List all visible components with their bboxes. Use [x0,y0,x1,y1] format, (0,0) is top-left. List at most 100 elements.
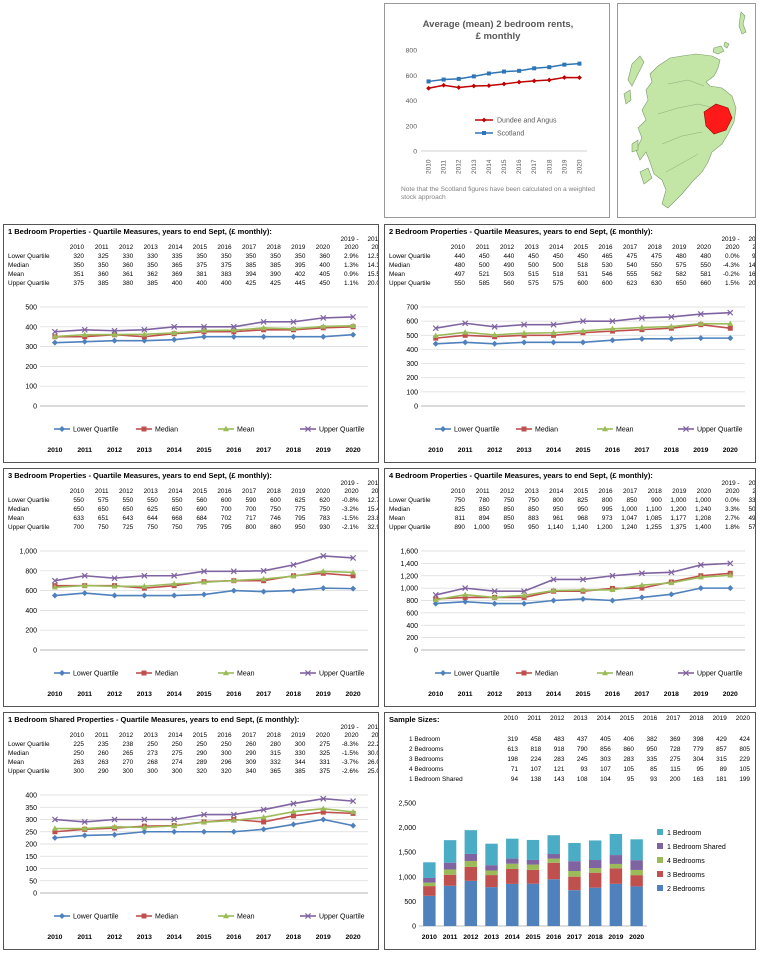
x-tick-label: 2010 [428,447,443,454]
table-cell: 402 [294,271,306,278]
table-cell: 400 [220,280,232,287]
table-cell: 550 [73,497,84,504]
y-tick-label: 600 [406,610,418,617]
data-point [290,821,297,828]
x-tick-label: 2011 [77,691,92,698]
data-point [432,325,439,332]
chg1-header-top: 2019 - [340,480,359,487]
year-header: 2017 [666,715,681,722]
y-tick-label: 300 [406,361,418,368]
table-cell: 250 [73,750,84,757]
x-tick-label: 2014 [167,447,182,454]
data-point [141,334,147,340]
data-point [81,326,88,333]
year-header: 2016 [642,715,658,722]
row-label: Median [8,262,29,269]
table-cell: 361 [122,271,134,278]
year-header: 2018 [689,715,704,722]
data-point [81,590,88,597]
table-cell: 633 [73,515,84,522]
legend-marker [304,425,312,433]
x-tick-label: 2016 [226,934,241,941]
data-point [171,323,178,330]
year-header: 2017 [241,244,257,251]
sample-cell: 315 [716,756,727,763]
table-cell: 900 [651,497,662,504]
year-header: 2013 [524,244,539,251]
sample-cell: 437 [576,736,588,743]
table-cell: 750 [319,506,330,513]
table-cell: 300 [171,768,183,775]
table-cell: 270 [122,759,134,766]
table-cell: 268 [147,759,158,766]
x-tick-label: 2012 [107,447,122,454]
data-point [350,573,356,579]
data-point [81,572,88,579]
row-label: Mean [8,759,24,766]
data-point [668,313,675,320]
avg-rents-chart: Average (mean) 2 bedroom rents, £ monthl… [406,19,587,174]
table-cell: 385 [270,262,281,269]
change-1yr-cell: -0.8% [341,497,359,504]
data-point [491,340,498,347]
table-cell: 1,400 [695,524,711,531]
data-point [727,572,734,578]
year-header: 2019 [291,244,306,251]
table-cell: 750 [147,524,158,531]
change-10yr-cell: 26.0% [367,759,378,766]
sample-row-label: 3 Bedrooms [409,756,444,763]
x-tick-label: 2017 [531,159,538,174]
table-cell: 450 [319,280,330,287]
table-cell: 1,375 [670,524,687,531]
data-point [81,818,88,825]
table-cell: 800 [552,497,564,504]
x-tick-label: 2010 [47,691,62,698]
table-cell: 375 [73,280,84,287]
data-point [81,832,88,839]
bar-segment [464,880,478,926]
sample-cell: 398 [692,736,704,743]
chg1-header-bottom: 2020 [725,488,740,495]
year-header: 2018 [266,244,281,251]
bar-segment [526,883,540,926]
data-point [290,572,297,579]
bar-segment [547,858,560,863]
table-cell: 750 [270,506,281,513]
sample-cell: 283 [623,756,634,763]
sample-row-label: 1 Bedroom Shared [409,776,463,783]
chg1-header-bottom: 2020 [344,732,359,739]
year-header: 2013 [143,488,158,495]
data-point [638,335,645,342]
chg1-header-bottom: 2020 [344,488,359,495]
y-tick-label: 0 [414,404,418,411]
table-cell: 555 [626,271,638,278]
table-cell: 811 [454,515,465,522]
sample-cell: 143 [553,776,565,783]
y-tick-label: 1,200 [400,573,418,580]
avg-data-point [456,76,461,81]
data-point [171,336,178,343]
table-cell: 800 [601,497,613,504]
sample-stacked-bar-chart: 0 500 1,000 1,500 2,000 2,500 2010 2011 2012 2013… [398,801,725,942]
table-cell: 625 [294,497,306,504]
bar-segment [588,872,602,888]
legend-marker [682,669,690,677]
panel-1-bedroom: 1 Bedroom Properties - Quartile Measures… [3,224,379,463]
table-cell: 750 [528,497,539,504]
table-cell: 1,100 [645,506,662,513]
sample-cell: 335 [646,756,658,763]
data-point [111,327,118,334]
data-point [171,592,178,599]
change-10yr-cell: 25.0% [367,768,378,775]
table-cell: 1,208 [695,515,711,522]
table-cell: 850 [503,506,515,513]
sample-cell: 779 [692,746,704,753]
legend-marker [682,425,690,433]
bar-segment [609,855,623,864]
data-point [668,579,675,586]
data-point [638,314,645,321]
data-point [171,329,178,336]
quartile-line-chart: 0 100 200 300 400 500 Lower Quartile Median Mean… [25,305,368,454]
sample-cell: 856 [600,746,611,753]
data-point [171,580,178,587]
